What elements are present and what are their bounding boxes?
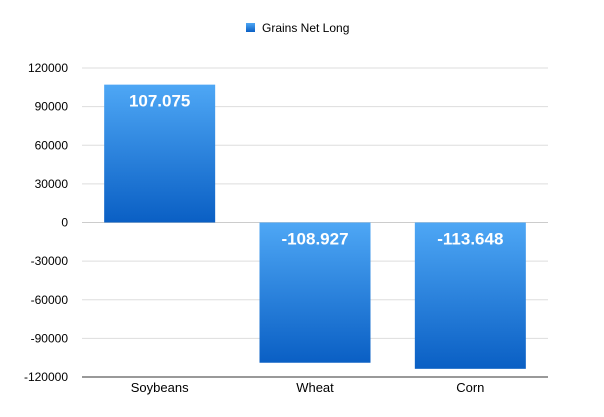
legend-label: Grains Net Long <box>262 21 349 35</box>
x-tick-label: Wheat <box>296 380 334 395</box>
y-tick-label: 30000 <box>35 177 69 191</box>
x-axis: Soybeans Wheat Corn <box>82 376 548 395</box>
y-tick-label: -60000 <box>31 293 69 307</box>
legend-swatch <box>246 23 255 32</box>
y-tick-label: 120000 <box>28 61 68 75</box>
y-tick-label: -30000 <box>31 254 69 268</box>
y-axis: 120000 90000 60000 30000 0 -30000 -60000 -90000… <box>24 61 68 384</box>
data-label-soybeans: 107.075 <box>129 92 190 111</box>
y-tick-label: 60000 <box>35 138 69 152</box>
y-tick-label: -120000 <box>24 370 68 384</box>
data-label-corn: -113.648 <box>437 230 503 249</box>
bar-corn <box>414 222 526 369</box>
bars: 107.075 -108.927 -113.648 <box>104 84 526 369</box>
bar-wheat <box>259 222 371 363</box>
y-tick-label: 90000 <box>35 100 69 114</box>
y-tick-label: -90000 <box>31 331 69 345</box>
data-label-wheat: -108.927 <box>281 230 348 249</box>
x-tick-label: Corn <box>456 380 484 395</box>
bar-soybeans <box>104 84 216 223</box>
legend: Grains Net Long <box>246 21 349 35</box>
y-tick-label: 0 <box>61 216 68 230</box>
x-tick-label: Soybeans <box>131 380 189 395</box>
